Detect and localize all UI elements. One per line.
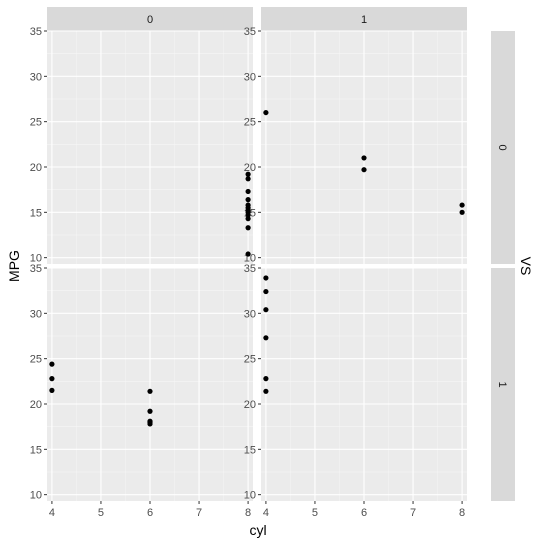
y-tick-label: 25 (30, 117, 42, 129)
y-tick-label: 30 (244, 308, 256, 320)
y-tick-label: 25 (244, 117, 256, 129)
y-tick-label: 35 (244, 26, 256, 38)
data-point (263, 376, 269, 382)
x-tick-label: 4 (263, 507, 269, 519)
x-tick-label: 7 (410, 507, 416, 519)
data-point (49, 387, 55, 393)
x-tick-label: 4 (49, 507, 55, 519)
facet-strip-row-label: 0 (496, 144, 508, 150)
data-point (361, 155, 367, 161)
facet-strip-row-0 (491, 31, 515, 264)
facet-strip-col-label: 0 (147, 14, 153, 26)
y-tick-label: 25 (244, 354, 256, 366)
y-tick-label: 10 (244, 490, 256, 502)
y-tick-label: 20 (30, 399, 42, 411)
data-point (245, 188, 251, 195)
x-tick-label: 5 (312, 507, 318, 519)
y-tick-label: 15 (30, 207, 42, 219)
data-point (263, 109, 269, 116)
data-point (263, 388, 269, 394)
data-point (245, 251, 251, 257)
panel-c0-r1: 10 15 20 25 30 35 4 5 6 7 8 (30, 263, 253, 519)
y-tick-label: 35 (30, 26, 42, 38)
data-point (245, 171, 251, 177)
panel-c0-r0: 10 15 20 25 30 35 (30, 26, 253, 265)
data-point (361, 167, 367, 173)
data-point (49, 376, 55, 382)
y-tick-label: 35 (244, 263, 256, 275)
data-point (147, 419, 153, 425)
facet-strip-row-label: 1 (496, 381, 508, 387)
y-tick-label: 30 (30, 308, 42, 320)
facet-row-title: VS (518, 257, 534, 276)
data-point (49, 361, 55, 367)
data-point (263, 275, 269, 281)
facet-strip-col-1 (261, 7, 467, 31)
data-point (147, 408, 153, 414)
data-point (263, 288, 269, 295)
x-axis-title: cyl (249, 522, 266, 538)
data-point (245, 202, 251, 208)
data-point (459, 209, 465, 215)
y-tick-label: 35 (30, 263, 42, 275)
y-tick-label: 25 (30, 354, 42, 366)
data-point (245, 197, 251, 203)
data-point (263, 307, 269, 313)
data-point (147, 388, 153, 394)
y-axis-title: MPG (6, 250, 22, 282)
y-tick-label: 20 (244, 162, 256, 174)
facet-strip-col-0 (47, 7, 253, 31)
y-tick-label: 30 (244, 71, 256, 83)
y-tick-label: 15 (30, 444, 42, 456)
y-tick-label: 15 (244, 444, 256, 456)
y-tick-label: 10 (30, 490, 42, 502)
data-point (459, 202, 465, 208)
data-point (245, 216, 251, 222)
y-tick-label: 30 (30, 71, 42, 83)
facet-strip-row-1 (491, 268, 515, 501)
x-tick-label: 6 (147, 507, 153, 519)
data-point (263, 335, 269, 341)
x-tick-label: 7 (196, 507, 202, 519)
y-tick-label: 20 (30, 162, 42, 174)
data-point (245, 176, 251, 182)
x-tick-label: 5 (98, 507, 104, 519)
x-tick-label: 6 (361, 507, 367, 519)
y-tick-label: 20 (244, 399, 256, 411)
data-point (245, 209, 251, 215)
panels-layer: 0101101520253035101520253035101520253035… (30, 7, 515, 519)
panel-c1-r1: 10 15 20 25 30 35 4 5 6 7 8 (244, 263, 467, 519)
facet-strip-col-label: 1 (361, 14, 367, 26)
x-tick-label: 8 (245, 507, 251, 519)
x-tick-label: 8 (459, 507, 465, 519)
data-point (245, 225, 251, 231)
y-tick-label: 10 (30, 253, 42, 265)
